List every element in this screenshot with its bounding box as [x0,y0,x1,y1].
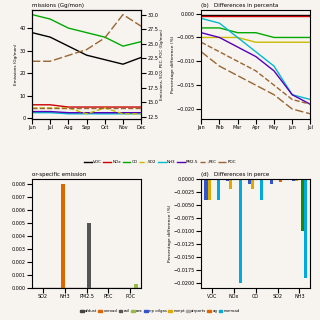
Bar [257,179,260,180]
Y-axis label: Percentage difference (%): Percentage difference (%) [168,205,172,262]
Bar [211,179,214,180]
Bar [295,179,298,181]
Text: or-specific emission: or-specific emission [32,172,86,177]
Bar [87,223,91,288]
Legend: VOC, NOx, CO, SO2, NH3, PM2.5, PEC, POC: VOC, NOx, CO, SO2, NH3, PM2.5, PEC, POC [83,159,237,166]
Bar [254,179,257,180]
Bar [304,179,307,278]
Y-axis label: Emissions (Gg/mon): Emissions (Gg/mon) [14,44,18,85]
Bar [208,179,211,200]
Bar [61,184,65,288]
Y-axis label: Percentage difference (%): Percentage difference (%) [172,36,175,93]
Bar [301,179,304,231]
Text: (d)   Differences in perce: (d) Differences in perce [201,172,269,177]
Bar [134,284,138,288]
Bar [279,179,282,182]
Y-axis label: Emissions, SO2, PEC, POC (Gg/mon): Emissions, SO2, PEC, POC (Gg/mon) [160,28,164,100]
Bar [232,179,236,180]
Bar [248,179,251,184]
Bar [282,179,285,180]
Bar [217,179,220,200]
Bar [229,179,232,189]
Bar [276,179,279,180]
Bar [204,179,208,200]
Legend: afdust, onroad, rail, rwc, np oilgas, nonpt, airports, ag, nonroad: afdust, onroad, rail, rwc, np oilgas, no… [78,308,242,315]
Bar [292,179,295,181]
Bar [270,179,273,184]
Text: missions (Gg/mon): missions (Gg/mon) [32,3,84,8]
Text: (b)   Differences in percenta: (b) Differences in percenta [201,3,279,8]
Bar [251,179,254,189]
Bar [239,179,242,283]
Bar [260,179,263,200]
Bar [226,179,229,181]
